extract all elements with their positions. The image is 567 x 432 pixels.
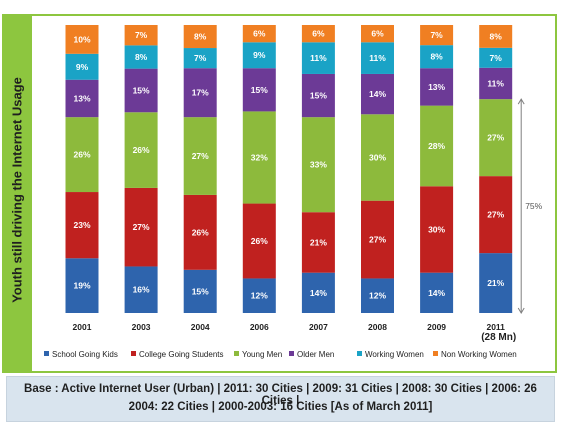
- legend-item-older-men: Older Men: [289, 350, 334, 359]
- tick-label-2009: 2009: [427, 322, 446, 332]
- data-label-school-going-kids-2009: 14%: [428, 288, 445, 298]
- data-label-older-men-2004: 17%: [192, 88, 209, 98]
- tick-label-2007: 2007: [309, 322, 328, 332]
- data-label-older-men-2007: 15%: [310, 91, 327, 101]
- data-label-non-working-women-2006: 6%: [253, 29, 266, 39]
- data-label-school-going-kids-2007: 14%: [310, 288, 327, 298]
- data-label-college-going-students-2004: 26%: [192, 227, 209, 237]
- data-label-college-going-students-2008: 27%: [369, 235, 386, 245]
- legend-item-school-going-kids: School Going Kids: [44, 350, 118, 359]
- data-label-older-men-2001: 13%: [73, 93, 90, 103]
- data-label-working-women-2006: 9%: [253, 50, 266, 60]
- legend-label-young-men: Young Men: [242, 350, 282, 359]
- legend-label-working-women: Working Women: [365, 350, 424, 359]
- data-label-young-men-2011: 27%: [487, 133, 504, 143]
- tick-label-2003: 2003: [132, 322, 151, 332]
- data-label-young-men-2003: 26%: [133, 145, 150, 155]
- tick-label-2004: 2004: [191, 322, 210, 332]
- x-axis-ticks: 2001 2003 2004 2006 2007 2008 2009 2011(28 Mn): [73, 322, 517, 343]
- legend-item-non-working-women: Non Working Women: [433, 350, 517, 359]
- bars-layer: [66, 25, 513, 313]
- legend-item-young-men: Young Men: [234, 350, 282, 359]
- legend-swatch-school-going-kids: [44, 351, 49, 356]
- legend-item-working-women: Working Women: [357, 350, 424, 359]
- data-label-young-men-2004: 27%: [192, 151, 209, 161]
- data-label-working-women-2007: 11%: [310, 53, 327, 63]
- data-label-non-working-women-2007: 6%: [312, 29, 325, 39]
- data-label-school-going-kids-2006: 12%: [251, 291, 268, 301]
- legend-swatch-older-men: [289, 351, 294, 356]
- data-label-young-men-2007: 33%: [310, 160, 327, 170]
- data-label-working-women-2008: 11%: [369, 53, 386, 63]
- legend-swatch-young-men: [234, 351, 239, 356]
- data-label-older-men-2003: 15%: [133, 85, 150, 95]
- data-label-school-going-kids-2008: 12%: [369, 291, 386, 301]
- annotation-label: 75%: [525, 201, 542, 211]
- data-label-older-men-2011: 11%: [487, 78, 504, 88]
- tick-label-2001: 2001: [73, 322, 92, 332]
- data-label-school-going-kids-2003: 16%: [133, 285, 150, 295]
- data-label-school-going-kids-2001: 19%: [73, 281, 90, 291]
- stacked-bar-chart: 19% 23% 26% 13% 9% 10% 16% 27% 26% 15% 8% 7% 15% 26% 2…: [0, 0, 567, 372]
- tick-label-2011: 2011: [486, 322, 505, 332]
- footer-line-2: 2004: 22 Cities | 2000-2003: 16 Cities […: [7, 401, 554, 413]
- tick-label-2008: 2008: [368, 322, 387, 332]
- legend-label-college-going-students: College Going Students: [139, 350, 224, 359]
- legend-swatch-college-going-students: [131, 351, 136, 356]
- data-label-non-working-women-2009: 7%: [430, 30, 443, 40]
- data-label-non-working-women-2008: 6%: [371, 29, 384, 39]
- data-label-young-men-2006: 32%: [251, 152, 268, 162]
- data-label-college-going-students-2009: 30%: [428, 224, 445, 234]
- tick-label-2006: 2006: [250, 322, 269, 332]
- legend-label-non-working-women: Non Working Women: [441, 350, 517, 359]
- data-label-working-women-2004: 7%: [194, 53, 207, 63]
- tick-sublabel-2011: (28 Mn): [481, 332, 516, 343]
- data-label-working-women-2003: 8%: [135, 52, 148, 62]
- data-label-non-working-women-2004: 8%: [194, 32, 207, 42]
- data-label-older-men-2009: 13%: [428, 82, 445, 92]
- data-label-college-going-students-2001: 23%: [73, 220, 90, 230]
- data-label-college-going-students-2007: 21%: [310, 237, 327, 247]
- data-label-non-working-women-2011: 8%: [490, 31, 503, 41]
- legend-swatch-working-women: [357, 351, 362, 356]
- data-label-college-going-students-2003: 27%: [133, 222, 150, 232]
- data-label-young-men-2001: 26%: [73, 150, 90, 160]
- data-label-non-working-women-2003: 7%: [135, 30, 148, 40]
- legend: School Going Kids College Going Students Y…: [44, 350, 517, 359]
- legend-label-school-going-kids: School Going Kids: [52, 350, 118, 359]
- data-label-young-men-2008: 30%: [369, 152, 386, 162]
- data-label-older-men-2006: 15%: [251, 85, 268, 95]
- data-label-college-going-students-2006: 26%: [251, 236, 268, 246]
- data-label-college-going-students-2011: 27%: [487, 210, 504, 220]
- footer-note: Base : Active Internet User (Urban) | 20…: [6, 376, 555, 422]
- legend-label-older-men: Older Men: [297, 350, 334, 359]
- data-label-school-going-kids-2004: 15%: [192, 286, 209, 296]
- data-label-young-men-2009: 28%: [428, 141, 445, 151]
- legend-swatch-non-working-women: [433, 351, 438, 356]
- data-label-school-going-kids-2011: 21%: [487, 278, 504, 288]
- data-label-non-working-women-2001: 10%: [73, 34, 90, 44]
- data-label-working-women-2011: 7%: [490, 53, 503, 63]
- legend-item-college-going-students: College Going Students: [131, 350, 224, 359]
- annotation: 75%: [518, 99, 542, 313]
- data-label-older-men-2008: 14%: [369, 89, 386, 99]
- data-label-working-women-2009: 8%: [430, 52, 443, 62]
- data-label-working-women-2001: 9%: [76, 62, 89, 72]
